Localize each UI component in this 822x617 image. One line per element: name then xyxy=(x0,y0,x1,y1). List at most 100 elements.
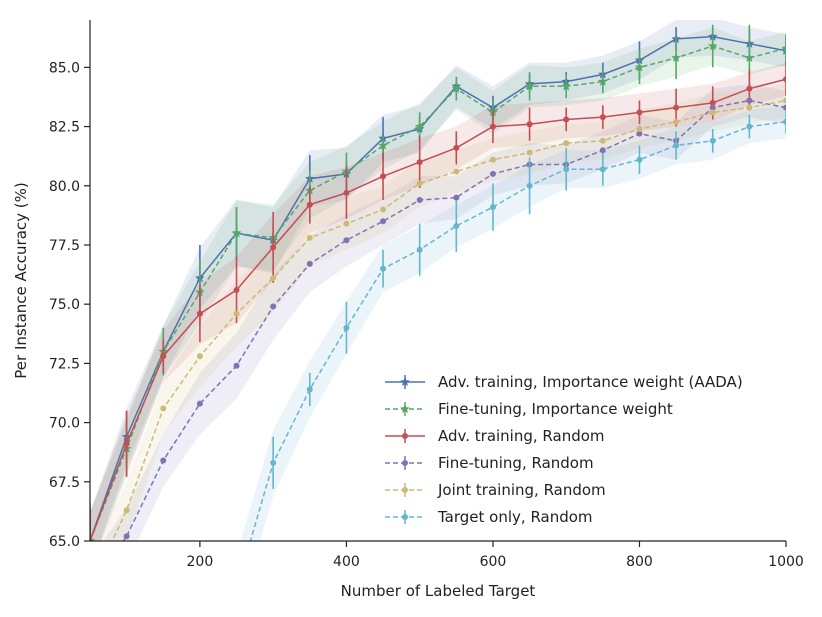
data-point xyxy=(416,159,423,166)
data-point xyxy=(636,156,643,163)
data-point xyxy=(746,104,753,111)
data-point xyxy=(563,140,570,147)
series-line xyxy=(90,78,786,541)
data-point xyxy=(87,585,93,591)
data-point xyxy=(160,353,167,360)
data-point xyxy=(709,137,716,144)
data-point xyxy=(196,310,203,317)
legend-item: Adv. training, Random xyxy=(385,427,605,445)
data-point xyxy=(416,246,423,253)
data-point xyxy=(489,156,496,163)
data-point xyxy=(270,459,277,466)
legend-swatch-marker xyxy=(400,404,410,414)
series-line xyxy=(122,99,786,541)
data-point xyxy=(709,99,716,106)
data-point xyxy=(160,457,167,464)
legend: Adv. training, Importance weight (AADA) F… xyxy=(385,373,743,526)
data-point xyxy=(90,538,93,541)
data-point xyxy=(87,585,93,591)
data-point xyxy=(196,353,203,360)
legend-swatch-marker xyxy=(402,433,408,439)
data-point xyxy=(234,585,240,591)
y-tick-label: 72.5 xyxy=(49,356,80,372)
y-tick-label: 77.5 xyxy=(49,238,80,254)
y-tick-label: 75.0 xyxy=(49,297,80,313)
band-adv-training-importance-weight-aada xyxy=(90,20,786,541)
data-point xyxy=(599,147,606,154)
data-point xyxy=(270,244,277,251)
band-fine-tuning-importance-weight xyxy=(90,27,786,541)
legend-label: Target only, Random xyxy=(437,508,593,526)
x-tick-label: 200 xyxy=(187,554,214,570)
data-point xyxy=(196,400,203,407)
data-point xyxy=(414,121,425,131)
data-point xyxy=(599,137,606,144)
data-point xyxy=(233,286,240,293)
data-point xyxy=(380,173,387,180)
y-tick-label: 82.5 xyxy=(49,120,80,136)
legend-item: Target only, Random xyxy=(385,508,593,526)
data-point xyxy=(746,97,753,104)
data-point xyxy=(233,310,240,317)
y-tick-label: 85.0 xyxy=(49,60,80,76)
band-adv-training-random xyxy=(90,62,786,541)
data-point xyxy=(783,118,786,125)
x-tick-label: 800 xyxy=(626,554,653,570)
plot-area xyxy=(87,24,786,591)
data-point xyxy=(451,83,462,93)
x-tick-label: 1000 xyxy=(768,554,804,570)
data-point xyxy=(709,104,716,111)
legend-swatch-marker xyxy=(400,377,410,387)
x-tick-label: 600 xyxy=(480,554,507,570)
data-point xyxy=(416,180,423,187)
legend-label: Fine-tuning, Importance weight xyxy=(438,400,673,418)
legend-swatch-marker xyxy=(402,460,408,466)
data-point xyxy=(746,123,753,130)
data-point xyxy=(489,204,496,211)
series-adv-training-random xyxy=(90,62,786,541)
data-point xyxy=(343,189,350,196)
data-point xyxy=(709,109,716,116)
legend-label: Joint training, Random xyxy=(437,481,606,499)
data-point xyxy=(453,194,460,201)
series-line xyxy=(90,45,786,541)
data-point xyxy=(563,116,570,123)
data-point xyxy=(489,123,496,130)
data-point xyxy=(634,62,645,72)
data-point xyxy=(746,85,753,92)
series-line xyxy=(111,99,786,541)
legend-item: Adv. training, Importance weight (AADA) xyxy=(385,373,743,391)
data-point xyxy=(526,149,533,156)
y-tick-label: 70.0 xyxy=(49,416,80,432)
data-point xyxy=(123,507,130,514)
data-point xyxy=(123,440,130,447)
data-point xyxy=(270,275,277,282)
data-point xyxy=(489,170,496,177)
data-point xyxy=(636,125,643,132)
data-point xyxy=(233,362,240,369)
data-point xyxy=(343,220,350,227)
data-point xyxy=(707,41,718,51)
data-point xyxy=(524,81,535,91)
data-point xyxy=(636,130,643,137)
y-tick-label: 67.5 xyxy=(49,475,80,491)
data-point xyxy=(306,260,313,267)
data-point xyxy=(416,196,423,203)
data-point xyxy=(453,168,460,175)
y-tick-label: 80.0 xyxy=(49,179,80,195)
data-point xyxy=(306,234,313,241)
data-point xyxy=(380,265,387,272)
data-point xyxy=(306,201,313,208)
data-point xyxy=(673,142,680,149)
data-point xyxy=(160,405,167,412)
data-point xyxy=(270,303,277,310)
data-point xyxy=(636,109,643,116)
data-point xyxy=(343,237,350,244)
data-point xyxy=(123,533,130,540)
data-point xyxy=(783,76,786,83)
data-point xyxy=(561,81,571,91)
data-point xyxy=(598,76,608,86)
data-point xyxy=(526,121,533,128)
data-point xyxy=(343,324,350,331)
